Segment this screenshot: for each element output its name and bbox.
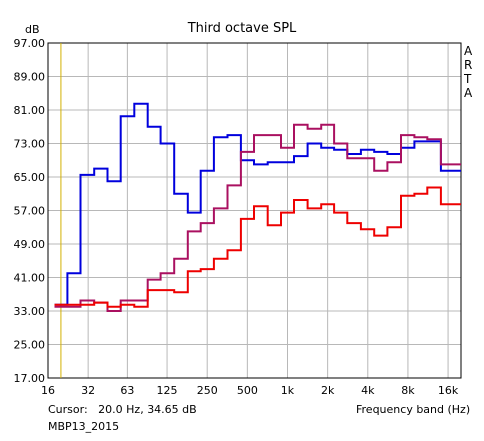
y-tick-label: 81.00 xyxy=(14,104,46,117)
y-tick-label: 97.00 xyxy=(14,37,46,50)
y-tick-label: 33.00 xyxy=(14,305,46,318)
x-tick-label: 2k xyxy=(321,384,335,397)
y-tick-label: 65.00 xyxy=(14,171,46,184)
series-line xyxy=(54,123,461,312)
cursor-readout: Cursor: 20.0 Hz, 34.65 dB xyxy=(48,403,197,416)
y-tick-label: 49.00 xyxy=(14,238,46,251)
x-axis-label: Frequency band (Hz) xyxy=(356,403,471,416)
series-line xyxy=(54,186,461,308)
chart-title: Third octave SPL xyxy=(187,21,297,36)
x-tick-label: 32 xyxy=(81,384,95,397)
y-tick-label: 17.00 xyxy=(14,372,46,385)
y-tick-label: 57.00 xyxy=(14,205,46,218)
x-tick-label: 16k xyxy=(438,384,459,397)
x-tick-label: 16 xyxy=(41,384,55,397)
x-tick-label: 4k xyxy=(361,384,375,397)
x-tick-label: 125 xyxy=(157,384,178,397)
x-tick-label: 63 xyxy=(120,384,134,397)
x-tick-label: 1k xyxy=(281,384,295,397)
x-tick-label: 500 xyxy=(237,384,258,397)
y-axis-unit-label: dB xyxy=(25,23,40,36)
footer-label: MBP13_2015 xyxy=(48,420,120,433)
brand-letter: R xyxy=(464,58,473,72)
y-tick-label: 73.00 xyxy=(14,138,46,151)
brand-letter: A xyxy=(464,86,473,100)
series-line xyxy=(54,102,461,306)
brand-letter: A xyxy=(464,44,473,58)
plot-frame xyxy=(47,42,462,379)
brand-letter: T xyxy=(464,72,472,86)
y-tick-label: 41.00 xyxy=(14,272,46,285)
y-tick-label: 25.00 xyxy=(14,339,46,352)
y-tick-label: 89.00 xyxy=(14,71,46,84)
x-tick-label: 250 xyxy=(197,384,218,397)
x-tick-label: 8k xyxy=(401,384,415,397)
